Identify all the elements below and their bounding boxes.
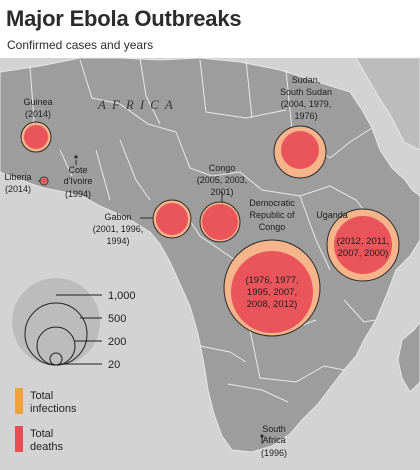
sudan-deaths-circle [281, 131, 319, 169]
size-legend: 1,000 500 200 20 [12, 278, 136, 371]
legend-deaths-line1: Total [30, 428, 53, 440]
drc-years-line1: (1976, 1977, [245, 275, 298, 286]
legend-circle-20 [49, 352, 63, 366]
color-legend: Total infections Total deaths [15, 388, 77, 453]
sudan-label-line1: Sudan, [292, 75, 321, 85]
cote-label-line1: Cote [68, 165, 87, 175]
drc-years-line2: 1995, 2007, [247, 287, 297, 298]
legend-infections-line1: Total [30, 390, 53, 402]
legend-infections-swatch [15, 388, 23, 414]
drc-label-line3: Congo [259, 222, 286, 232]
legend-deaths-line2: deaths [30, 441, 64, 453]
southafrica-marker [260, 434, 264, 438]
liberia-deaths-circle [41, 178, 47, 184]
legend-size-500: 500 [108, 313, 126, 325]
page-subtitle: Confirmed cases and years [7, 38, 154, 52]
legend-deaths-swatch [15, 426, 23, 452]
congo-years-line1: (2005, 2003, [197, 175, 248, 185]
cote-label-line2: d'Ivoire [64, 176, 93, 186]
gabon-deaths-circle [156, 203, 188, 235]
guinea-label: Guinea [23, 97, 52, 107]
sudan-years-line2: 1976) [294, 111, 317, 121]
legend-circle-1000 [12, 278, 100, 366]
cote-years: (1994) [65, 189, 91, 199]
guinea-deaths-circle [24, 125, 48, 149]
drc-label-line1: Democratic [249, 198, 295, 208]
southafrica-years: (1996) [261, 448, 287, 458]
legend-size-20: 20 [108, 359, 120, 371]
gabon-years-line1: (2001, 1996, [93, 224, 144, 234]
drc-deaths-circle [231, 251, 313, 333]
legend-size-200: 200 [108, 336, 126, 348]
gabon-years-line2: 1994) [106, 236, 129, 246]
legend-infections-line2: infections [30, 403, 77, 415]
guinea-years: (2014) [25, 109, 51, 119]
arabia-landmass [355, 57, 420, 151]
page-title: Major Ebola Outbreaks [6, 6, 242, 31]
drc-label-line2: Republic of [249, 210, 295, 220]
congo-deaths-circle [202, 204, 238, 240]
uganda-years-line1: (2012, 2011, [337, 236, 390, 247]
gabon-label: Gabon [104, 212, 131, 222]
congo-years-line2: 2001) [210, 187, 233, 197]
liberia-label: Liberia [4, 172, 31, 182]
continent-label: AFRICA [97, 97, 179, 112]
liberia-years: (2014) [5, 184, 31, 194]
uganda-deaths-circle [334, 216, 392, 274]
southafrica-label-line1: South [262, 424, 286, 434]
southafrica-label-line2: Africa [262, 435, 285, 445]
sudan-years-line1: (2004, 1979, [281, 99, 332, 109]
sudan-label-line2: South Sudan [280, 87, 332, 97]
uganda-label: Uganda [316, 210, 348, 220]
drc-years-line3: 2008, 2012) [247, 299, 298, 310]
legend-size-1000: 1,000 [108, 290, 136, 302]
outbreak-bubbles [20, 121, 400, 438]
congo-label: Congo [209, 163, 236, 173]
cote-marker [74, 155, 78, 159]
uganda-years-line2: 2007, 2000) [338, 248, 389, 259]
madagascar [397, 321, 420, 393]
